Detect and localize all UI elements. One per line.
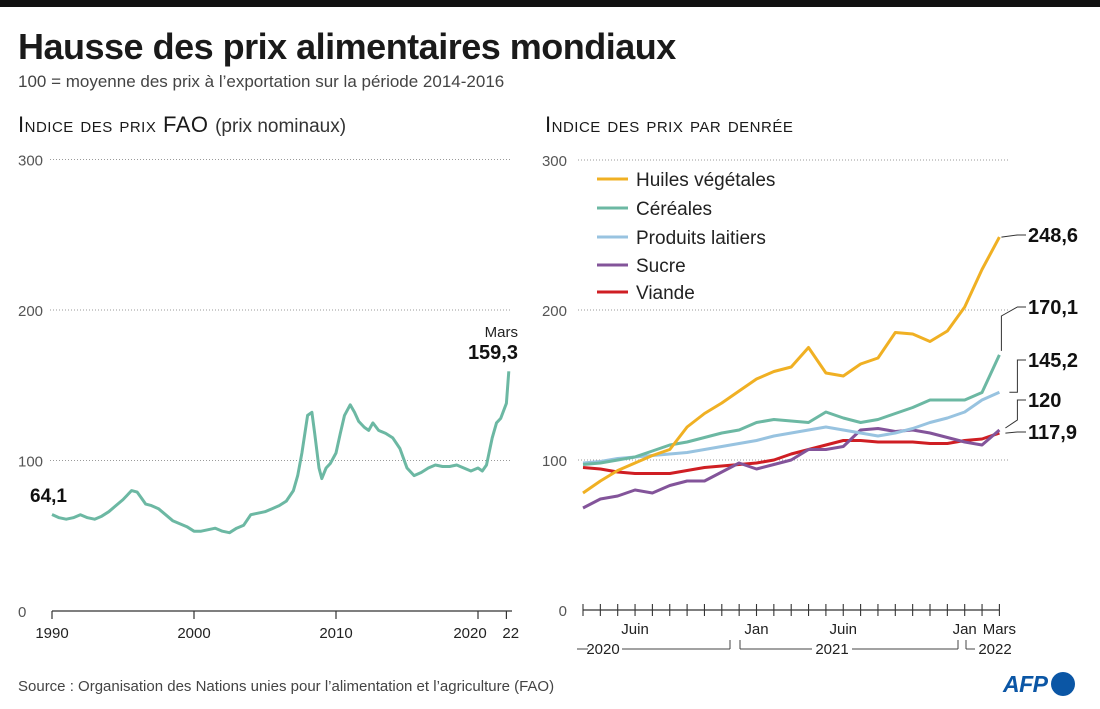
page-title: Hausse des prix alimentaires mondiaux [18, 26, 676, 67]
end-value-huiles: 248,6 [1028, 225, 1078, 247]
year-label: 2022 [978, 641, 1011, 658]
series-line-cereales [582, 354, 1001, 466]
left-panel-title-main: Indice des prix FAO [18, 112, 209, 137]
leader-line-viande [1005, 431, 1026, 434]
fao-index-chart: 0 100 200 300 1990 2000 2010 2020 22 64,1 Mars159,… [18, 153, 519, 643]
series-line-viande [582, 431, 1000, 475]
leader-line-cereales [1000, 306, 1026, 351]
x-tick-label: 2000 [177, 625, 210, 642]
y-tick-label: 100 [542, 453, 567, 470]
x-tick-label: 1990 [35, 625, 68, 642]
afp-logo-text: AFP [1003, 670, 1048, 697]
top-rule [0, 0, 1100, 7]
source-note: Source : Organisation des Nations unies … [18, 678, 555, 695]
x-tick-label: Juin [829, 621, 857, 638]
start-value-label: 64,1 [30, 486, 67, 507]
y-tick-label: 300 [18, 153, 43, 170]
left-panel-title-note: (prix nominaux) [215, 116, 347, 137]
x-tick-label: 2010 [319, 625, 352, 642]
page-subtitle: 100 = moyenne des prix à l’exportation s… [18, 72, 505, 91]
y-tick-label: 0 [559, 603, 567, 620]
x-tick-label: Jan [744, 621, 768, 638]
legend-label-viande: Viande [636, 283, 695, 304]
end-value-laitiers: 145,2 [1028, 350, 1078, 372]
series-line-sucre [582, 427, 1001, 510]
year-label: 2020 [586, 641, 619, 658]
end-value-label: 159,3 [468, 342, 518, 364]
x-tick-label: Juin [621, 621, 649, 638]
afp-logo: AFP [1003, 671, 1075, 697]
x-tick-label: 2020 [453, 625, 486, 642]
x-tick-label: Jan [953, 621, 977, 638]
y-tick-label: 0 [18, 604, 26, 621]
legend-label-cereales: Céréales [636, 199, 712, 220]
legend-label-sucre: Sucre [636, 256, 686, 277]
x-tick-label: 22 [502, 625, 519, 642]
leader-line-laitiers [1009, 359, 1026, 393]
y-tick-label: 100 [18, 454, 43, 471]
fao-index-line [51, 371, 511, 535]
leader-line-sucre [1005, 399, 1026, 429]
year-label: 2021 [815, 641, 848, 658]
commodity-index-chart: 0 100 200 300 Juin Jan Juin Jan Mars 2020 2021 2022… [542, 153, 1078, 658]
left-panel-title: Indice des prix FAO (prix nominaux) [18, 112, 346, 138]
afp-logo-dot-icon [1050, 672, 1075, 696]
x-tick-label: Mars [983, 621, 1016, 638]
y-tick-label: 200 [542, 303, 567, 320]
legend-label-huiles: Huiles végétales [636, 170, 775, 191]
legend-label-laitiers: Produits laitiers [636, 228, 766, 249]
y-tick-label: 300 [542, 153, 567, 170]
series-line-huiles [582, 236, 1001, 495]
y-tick-label: 200 [18, 303, 43, 320]
end-value-cereales: 170,1 [1028, 297, 1078, 319]
right-panel-title: Indice des prix par denrée [545, 112, 794, 137]
leader-line-huiles [1001, 234, 1026, 238]
end-value-sucre: 120 [1028, 390, 1061, 412]
end-month-label: Mars [485, 324, 518, 341]
end-value-viande: 117,9 [1028, 422, 1077, 444]
